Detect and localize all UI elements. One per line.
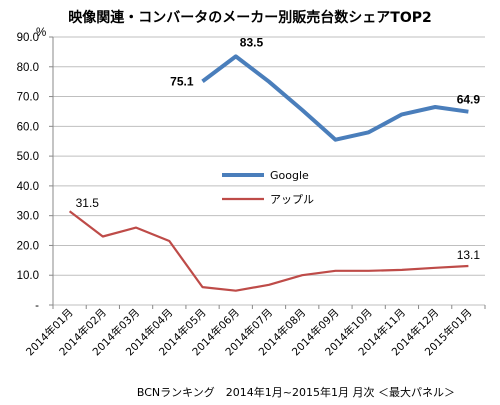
- y-tick-label: 80.0: [17, 62, 39, 74]
- legend-label: アップル: [270, 193, 314, 206]
- data-label: 83.5: [240, 35, 264, 49]
- data-label: 13.1: [457, 248, 481, 262]
- y-tick-label: 20.0: [17, 240, 39, 252]
- y-tick-label: -: [35, 300, 39, 312]
- y-tick-label: 70.0: [17, 92, 39, 104]
- data-label: 64.9: [457, 93, 481, 107]
- y-tick-label: 40.0: [17, 181, 39, 193]
- legend: Google アップル: [222, 169, 314, 206]
- y-tick-label: 10.0: [17, 270, 39, 282]
- footer-note: BCNランキング 2014年1月~2015年1月 月次 ＜最大パネル＞: [137, 385, 455, 399]
- series-lines: [68, 54, 469, 292]
- y-axis-ticks: 90.0 80.0 70.0 60.0 50.0 40.0 30.0 20.0 10.0 -: [17, 32, 40, 312]
- y-tick-label: 60.0: [17, 121, 39, 133]
- gridlines: [49, 36, 486, 309]
- legend-label: Google: [270, 169, 309, 182]
- data-labels: 75.1 83.5 64.9 31.5 13.1: [76, 35, 481, 262]
- series-line-1: [68, 210, 469, 292]
- y-unit-label: %: [36, 27, 46, 39]
- chart-title: 映像関連・コンバータのメーカー別販売台数シェアTOP2: [68, 9, 431, 26]
- series-line-0: [201, 54, 469, 142]
- y-tick-label: 50.0: [17, 151, 39, 163]
- y-tick-label: 30.0: [17, 211, 39, 223]
- data-label: 75.1: [170, 74, 194, 88]
- x-axis-ticks: 2014年01月2014年02月2014年03月2014年04月2014年05月…: [23, 306, 474, 358]
- y-tick-label: 90.0: [17, 32, 39, 44]
- data-label: 31.5: [76, 196, 100, 210]
